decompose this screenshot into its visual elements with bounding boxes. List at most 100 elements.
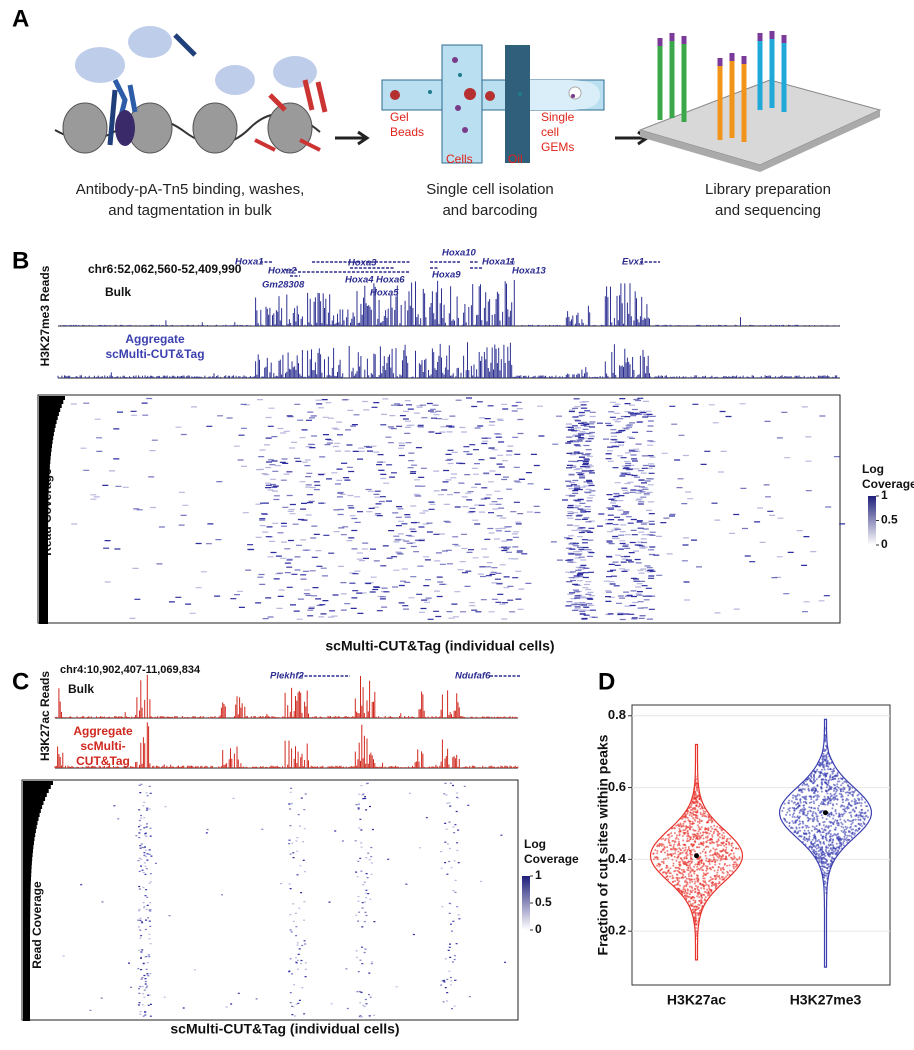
cell-point: [670, 853, 673, 856]
cell-point: [656, 844, 659, 847]
cell-point: [692, 828, 695, 831]
cell-point: [687, 832, 690, 835]
cell-point: [832, 847, 835, 850]
panel-label: B: [12, 247, 29, 274]
cell-point: [722, 831, 725, 834]
cell-point: [830, 859, 833, 862]
cell-point: [825, 779, 828, 782]
cell-point: [682, 890, 685, 893]
cell-point: [831, 856, 834, 859]
cell-point: [681, 872, 684, 875]
cell-point: [664, 839, 667, 842]
cell-point: [825, 839, 828, 842]
cell-point: [834, 795, 837, 798]
cell-point: [708, 863, 711, 865]
cell-point: [698, 837, 701, 840]
cell-point: [700, 819, 703, 822]
cell-point: [843, 832, 846, 835]
cell-point: [833, 767, 836, 770]
cell-point: [825, 850, 828, 853]
mean-point: [694, 853, 699, 859]
cell-point: [792, 796, 794, 799]
cell-point: [803, 783, 806, 786]
cell-point: [700, 842, 703, 845]
cell-point: [689, 836, 692, 839]
cell-point: [691, 880, 694, 883]
cell-point: [829, 768, 832, 771]
cell-point: [846, 834, 849, 837]
cell-point: [702, 844, 705, 847]
cell-point: [821, 768, 823, 771]
cell-point: [693, 818, 696, 821]
cell-point: [703, 890, 706, 893]
cell-point: [813, 816, 816, 819]
cell-point: [848, 819, 851, 822]
cell-point: [848, 834, 851, 837]
cell-point: [836, 783, 839, 786]
gene-label: Hoxa2: [268, 266, 297, 277]
cell-point: [695, 794, 697, 797]
cell-point: [816, 790, 819, 793]
cell-point: [824, 782, 827, 785]
cell-point: [808, 801, 811, 804]
colorbar-tick-label: 0.5: [535, 895, 552, 909]
gene-label: Hoxa4: [345, 275, 374, 286]
cell-point: [695, 799, 698, 802]
cell-point: [683, 894, 686, 897]
cell-point: [851, 831, 854, 834]
cell-point: [714, 878, 717, 881]
cell-point: [695, 800, 698, 803]
heatmap-frame: [21, 779, 519, 1021]
cell-point: [694, 833, 697, 836]
cell-point: [854, 803, 857, 805]
cell-point: [738, 856, 741, 859]
cell-point: [845, 799, 847, 802]
cell-point: [836, 780, 839, 783]
cell-point: [720, 844, 722, 847]
cell-point: [822, 774, 825, 777]
cell-point: [842, 826, 845, 829]
colorbar-tick-label: 0: [535, 922, 542, 936]
cell-point: [705, 872, 708, 875]
step-caption: Single cell isolation: [426, 181, 554, 198]
cell-point: [662, 860, 665, 863]
cell-point: [853, 790, 856, 793]
cell-point: [690, 809, 692, 811]
cell-point: [686, 837, 689, 840]
cell-point: [811, 812, 814, 815]
cell-point: [820, 814, 823, 817]
cell-point: [813, 802, 816, 805]
cell-point: [789, 813, 791, 816]
cell-point: [731, 870, 734, 873]
chip-label: GEMs: [541, 140, 574, 154]
cell-point: [855, 814, 858, 817]
cell-coverage: [62, 785, 483, 1018]
cell-point: [689, 867, 692, 869]
heatmap-frame: [37, 394, 841, 624]
microfluidic-chip: [381, 44, 605, 164]
cell-point: [699, 832, 702, 835]
cell-point: [685, 857, 688, 860]
cell-point: [790, 826, 793, 829]
cell-point: [827, 832, 830, 835]
cell-point: [727, 871, 729, 874]
cell-point: [657, 863, 660, 866]
cell-point: [658, 865, 661, 868]
cell-point: [693, 901, 696, 904]
cell-point: [708, 850, 711, 853]
cell-point: [814, 840, 817, 843]
cell-point: [829, 833, 832, 836]
cell-point: [690, 878, 693, 881]
cell-point: [689, 881, 691, 884]
cell-point: [734, 861, 737, 864]
cell-point: [667, 869, 670, 872]
cell-point: [815, 770, 818, 773]
gene-label: Hoxa6: [376, 275, 405, 286]
cell-point: [706, 868, 709, 871]
cell-point: [709, 879, 712, 882]
cell-point: [672, 847, 675, 849]
cell-point: [700, 861, 703, 864]
cell-point: [859, 819, 862, 822]
cell-coverage: [80, 784, 506, 1017]
cell-point: [670, 854, 673, 857]
